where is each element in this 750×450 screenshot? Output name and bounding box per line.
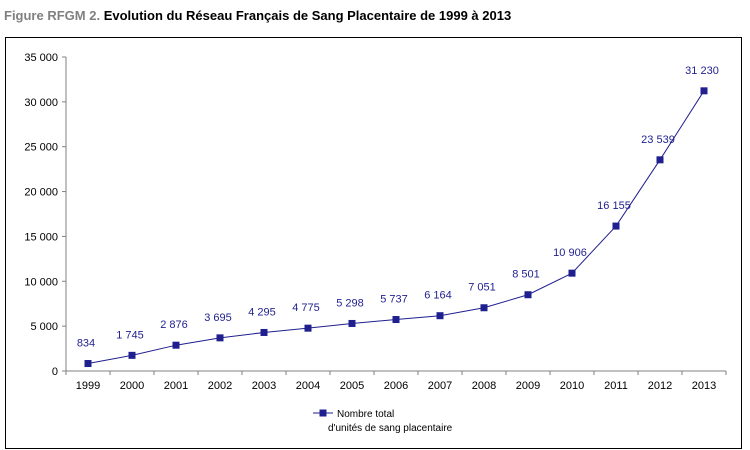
data-label: 4 295 bbox=[248, 306, 276, 318]
data-label: 2 876 bbox=[160, 319, 188, 331]
y-tick-label: 5 000 bbox=[30, 321, 58, 333]
x-tick-label: 2002 bbox=[208, 380, 232, 392]
x-tick-label: 2000 bbox=[120, 380, 144, 392]
data-label: 31 230 bbox=[685, 65, 719, 77]
data-label: 1 745 bbox=[116, 329, 144, 341]
data-label: 7 051 bbox=[468, 282, 496, 294]
x-tick-label: 2008 bbox=[472, 380, 496, 392]
axes bbox=[65, 57, 726, 372]
x-tick-label: 2001 bbox=[164, 380, 188, 392]
y-tick-label: 20 000 bbox=[24, 187, 58, 199]
figure-title-text: Evolution du Réseau Français de Sang Pla… bbox=[103, 8, 512, 23]
x-axis-ticks: 1999 2000 2001 2002 2003 2004 2005 2006 2007 2008… bbox=[65, 371, 727, 392]
x-tick-label: 2004 bbox=[296, 380, 320, 392]
figure-prefix: Figure RFGM 2. bbox=[4, 8, 101, 23]
data-label: 10 906 bbox=[553, 247, 587, 259]
x-tick-label: 2003 bbox=[252, 380, 276, 392]
data-point-marker bbox=[656, 156, 664, 164]
data-point-marker bbox=[612, 222, 620, 230]
x-tick-label: 2011 bbox=[604, 380, 628, 392]
legend-label-line2: d'unités de sang placentaire bbox=[328, 423, 453, 434]
data-label: 3 695 bbox=[204, 312, 232, 324]
data-point-marker bbox=[568, 269, 576, 277]
data-point-marker bbox=[172, 341, 180, 349]
data-label: 16 155 bbox=[597, 200, 631, 212]
y-tick-label: 0 bbox=[52, 366, 58, 378]
data-label: 6 164 bbox=[424, 290, 452, 302]
series-group: 834 1 745 2 876 3 695 4 295 4 775 5 298 5 737 6 … bbox=[77, 65, 719, 368]
y-tick-label: 10 000 bbox=[24, 276, 58, 288]
data-point-marker bbox=[436, 312, 444, 320]
x-tick-label: 2007 bbox=[428, 380, 452, 392]
data-point-marker bbox=[392, 316, 400, 324]
data-label: 23 539 bbox=[641, 134, 675, 146]
y-tick-label: 25 000 bbox=[24, 142, 58, 154]
y-tick-label: 35 000 bbox=[24, 52, 58, 64]
x-tick-label: 2009 bbox=[516, 380, 540, 392]
chart-title: Figure RFGM 2. Evolution du Réseau Franç… bbox=[4, 8, 511, 23]
x-tick-label: 2013 bbox=[692, 380, 716, 392]
data-label: 5 737 bbox=[380, 294, 408, 306]
x-tick-label: 2005 bbox=[340, 380, 364, 392]
data-point-marker bbox=[480, 304, 488, 312]
data-label: 5 298 bbox=[336, 297, 364, 309]
x-tick-label: 1999 bbox=[76, 380, 100, 392]
data-label: 8 501 bbox=[512, 269, 540, 281]
data-point-marker bbox=[260, 328, 268, 336]
y-axis-ticks: 0 5 000 10 000 15 000 20 000 25 000 30 000 35 0… bbox=[24, 52, 66, 378]
data-point-marker bbox=[348, 319, 356, 327]
data-label: 834 bbox=[77, 338, 95, 350]
data-point-marker bbox=[700, 87, 708, 95]
legend-label-line1: Nombre total bbox=[337, 409, 394, 420]
data-point-marker bbox=[84, 360, 92, 368]
chart-frame bbox=[5, 37, 742, 449]
legend: Nombre total d'unités de sang placentair… bbox=[313, 409, 453, 434]
y-tick-label: 15 000 bbox=[24, 231, 58, 243]
x-tick-label: 2010 bbox=[560, 380, 584, 392]
x-tick-label: 2006 bbox=[384, 380, 408, 392]
legend-marker bbox=[319, 409, 327, 417]
data-point-marker bbox=[128, 351, 136, 359]
y-tick-label: 30 000 bbox=[24, 97, 58, 109]
x-tick-label: 2012 bbox=[648, 380, 672, 392]
data-point-marker bbox=[216, 334, 224, 342]
data-label: 4 775 bbox=[292, 302, 320, 314]
data-point-marker bbox=[304, 324, 312, 332]
data-point-marker bbox=[524, 291, 532, 299]
